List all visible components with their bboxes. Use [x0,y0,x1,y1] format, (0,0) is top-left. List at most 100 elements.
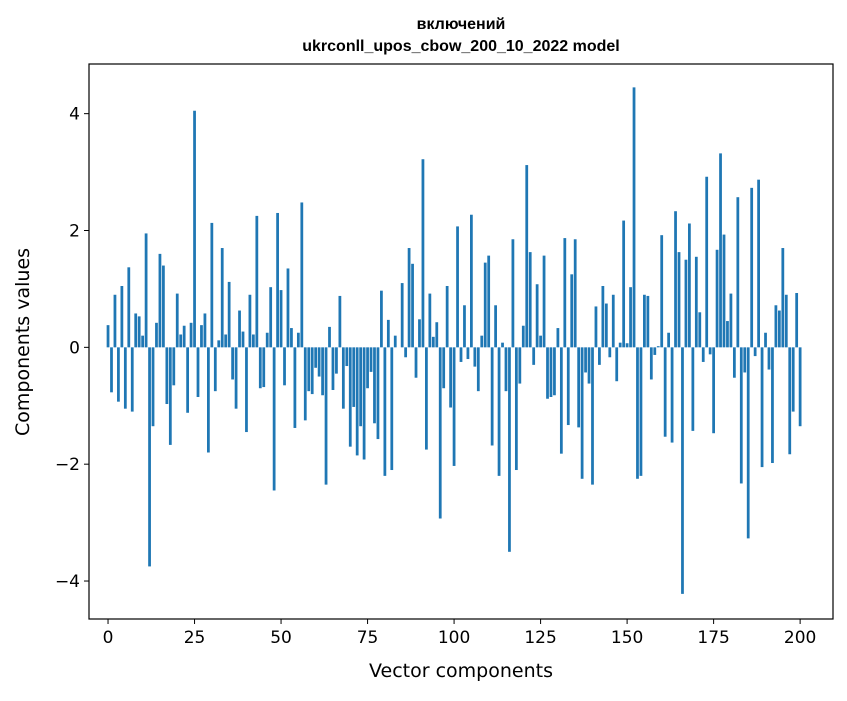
bar-120 [522,326,525,348]
bar-186 [750,188,753,347]
bar-199 [795,293,798,347]
bar-147 [615,347,618,381]
bar-69 [345,347,348,366]
bar-22 [183,326,186,348]
bar-110 [487,256,490,348]
bar-50 [280,290,283,347]
bar-160 [660,235,663,347]
bar-94 [432,337,435,348]
bar-138 [584,347,587,372]
bar-119 [518,347,521,383]
bar-27 [200,325,203,347]
x-axis-label: Vector components [369,660,553,682]
bar-96 [439,347,442,518]
bar-200 [799,347,802,426]
bar-126 [543,256,546,348]
bar-34 [224,334,227,347]
bar-29 [207,347,210,452]
bar-97 [442,347,445,388]
bar-72 [356,347,359,455]
bar-105 [470,215,473,348]
bar-1 [110,347,113,392]
chart-title-line-1: включений [417,16,506,33]
bar-185 [747,347,750,538]
bar-48 [273,347,276,490]
bar-183 [740,347,743,483]
bar-70 [349,347,352,446]
bar-49 [276,213,279,347]
bar-107 [477,347,480,391]
bar-142 [598,347,601,365]
bar-31 [214,347,217,391]
bar-17 [165,347,168,404]
bar-177 [719,153,722,347]
x-tick-label: 150 [611,628,643,648]
bar-152 [633,87,636,347]
bar-0 [107,325,110,347]
bar-14 [155,323,158,348]
bar-4 [120,286,123,347]
bar-103 [463,305,466,347]
bar-168 [688,223,691,347]
bar-189 [761,347,764,467]
bar-158 [653,347,656,355]
bar-163 [671,347,674,442]
bar-111 [491,347,494,445]
bar-112 [494,305,497,347]
bar-88 [411,264,414,348]
x-tick-label: 200 [784,628,816,648]
bar-102 [460,347,463,362]
x-tick-label: 50 [270,628,292,648]
bar-109 [484,263,487,348]
bar-78 [377,347,380,439]
bar-64 [328,327,331,347]
bar-8 [134,313,137,347]
bar-164 [674,211,677,347]
bar-25 [193,111,196,348]
bar-151 [629,287,632,347]
bar-104 [467,347,470,359]
bar-76 [370,347,373,372]
bar-19 [172,347,175,385]
bar-133 [567,347,570,425]
x-tick-label: 175 [697,628,729,648]
bar-91 [422,159,425,347]
bar-82 [390,347,393,470]
bar-79 [380,291,383,348]
bar-175 [712,347,715,433]
bar-106 [473,347,476,366]
bar-6 [127,267,130,347]
bar-190 [764,333,767,348]
bar-100 [453,347,456,466]
bar-21 [179,334,182,347]
x-tick-label: 125 [524,628,556,648]
bar-132 [563,238,566,347]
bar-85 [401,283,404,347]
bar-54 [294,347,297,428]
bar-156 [646,296,649,347]
bar-169 [691,347,694,431]
bar-179 [726,321,729,347]
bar-80 [383,347,386,476]
bar-116 [508,347,511,551]
bar-40 [245,347,248,432]
x-tick-label: 0 [103,628,114,648]
bar-144 [605,304,608,348]
bar-113 [498,347,501,476]
bar-165 [678,252,681,347]
bar-90 [418,319,421,347]
bar-47 [269,287,272,347]
bar-123 [532,347,535,365]
bar-148 [619,343,622,348]
bar-159 [657,346,660,347]
bar-182 [736,197,739,347]
bar-176 [716,250,719,348]
y-tick-label: −2 [55,455,80,475]
bar-53 [290,328,293,347]
bar-81 [387,320,390,347]
bar-187 [754,347,757,356]
bar-3 [117,347,120,401]
chart-title-line-2: ukrconll_upos_cbow_200_10_2022 model [302,38,619,55]
